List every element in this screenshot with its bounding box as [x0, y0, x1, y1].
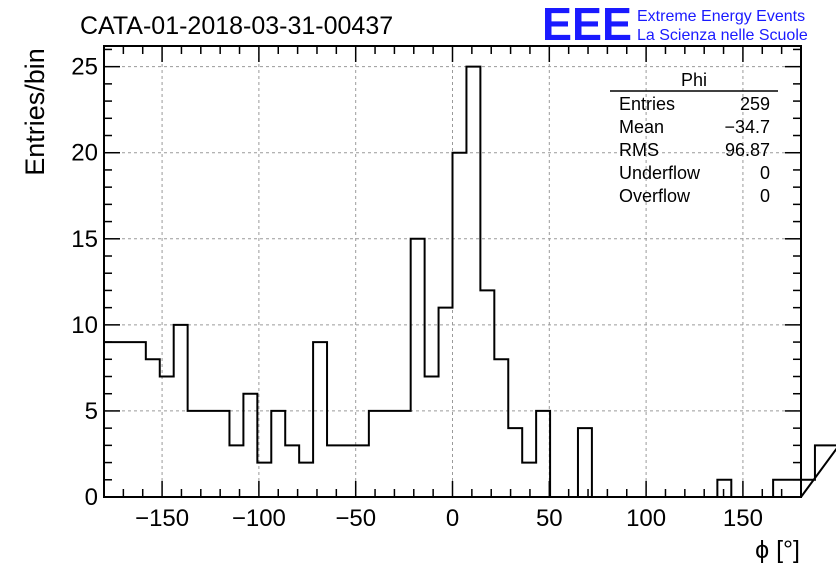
x-axis-label: ϕ [°]	[755, 536, 800, 564]
x-tick-label: −150	[135, 505, 189, 532]
histogram-bin	[453, 153, 467, 497]
histogram-bin	[773, 480, 787, 497]
histogram-bin	[425, 377, 439, 497]
histogram-bin	[160, 377, 174, 497]
histogram-bin	[174, 325, 188, 497]
histogram-bin	[815, 445, 829, 497]
axes: −150 −100 −50 0 50 100 150 0 5 10 15 20 25	[71, 46, 801, 532]
y-tick-label: 10	[71, 312, 98, 339]
histogram-bin	[327, 445, 341, 497]
histogram-outline	[103, 65, 836, 498]
x-tick-label: 50	[536, 505, 563, 532]
stats-box: Phi Entries 259 Mean −34.7 RMS 96.87 Underflow…	[610, 70, 778, 206]
stats-label: Underflow	[619, 163, 701, 183]
histogram-bin	[717, 480, 731, 497]
stats-label: Mean	[619, 117, 664, 137]
x-tick-label: 100	[626, 505, 666, 532]
histogram-bin	[313, 342, 327, 497]
histogram-bin	[243, 394, 257, 497]
stats-value: −34.7	[724, 117, 770, 137]
histogram-bin	[829, 445, 836, 497]
histogram-bin	[369, 411, 383, 497]
histogram-bin	[536, 411, 550, 497]
eee-logo-mark: EEE	[542, 0, 632, 50]
y-tick-label: 15	[71, 226, 98, 253]
histogram-bin	[229, 445, 243, 497]
histogram-bin	[355, 445, 369, 497]
x-tick-label: 0	[446, 505, 459, 532]
stats-title: Phi	[681, 70, 707, 90]
histogram-bin	[494, 359, 508, 497]
logo-line-2: La Scienza nelle Scuole	[637, 27, 808, 44]
histogram-bin	[397, 411, 411, 497]
y-tick-label: 20	[71, 140, 98, 167]
histogram-bin	[118, 342, 132, 497]
y-tick-label: 25	[71, 54, 98, 81]
histogram-bin	[578, 428, 592, 497]
stats-rows: Entries 259 Mean −34.7 RMS 96.87 Underflow 0 Ove…	[619, 94, 770, 206]
histogram-bin	[188, 411, 202, 497]
histogram-bin	[202, 411, 216, 497]
y-axis-label: Entries/bin	[20, 48, 50, 176]
histogram-bin	[104, 342, 118, 497]
histogram-bin	[787, 480, 801, 497]
stats-label: RMS	[619, 140, 659, 160]
stats-value: 0	[760, 186, 770, 206]
histogram-bin	[522, 463, 536, 497]
histogram-bin	[801, 480, 815, 497]
eee-logo: EEE Extreme Energy Events La Scienza nel…	[542, 0, 808, 50]
stats-value: 259	[740, 94, 770, 114]
stats-value: 0	[760, 163, 770, 183]
histogram-bin	[132, 342, 146, 497]
stats-value: 96.87	[725, 140, 770, 160]
x-tick-label: 150	[723, 505, 763, 532]
y-tick-label: 5	[85, 398, 98, 425]
histogram-bin	[383, 411, 397, 497]
stats-label: Entries	[619, 94, 675, 114]
stats-label: Overflow	[619, 186, 691, 206]
histogram-bin	[411, 239, 425, 497]
histogram-bin	[271, 411, 285, 497]
histogram-bin	[480, 290, 494, 497]
histogram-bin	[299, 463, 313, 497]
run-title: CATA-01-2018-03-31-00437	[80, 12, 393, 40]
histogram-bin	[341, 445, 355, 497]
histogram-bin	[466, 67, 480, 497]
histogram-bin	[508, 428, 522, 497]
y-tick-label: 0	[85, 484, 98, 511]
histogram-bin	[146, 359, 160, 497]
histogram-bin	[439, 308, 453, 497]
histogram-bin	[216, 411, 230, 497]
x-tick-label: −50	[335, 505, 376, 532]
histogram-series	[103, 65, 836, 498]
logo-line-1: Extreme Energy Events	[637, 8, 805, 25]
x-tick-label: −100	[232, 505, 286, 532]
